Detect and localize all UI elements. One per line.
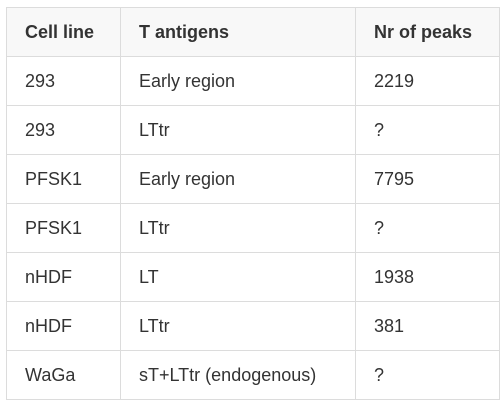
table-row: 293 Early region 2219 [6,56,500,106]
table-body: 293 Early region 2219 293 LTtr? PFSK1 Early re… [6,56,500,400]
header-cell: Cell line [6,7,121,57]
table-cell: 381 [355,301,500,351]
table-cell: 293 [6,56,121,106]
table-cell: 7795 [355,154,500,204]
table-cell: Early region [120,56,356,106]
table-cell: LTtr [120,301,356,351]
table-cell: LT [120,252,356,302]
table-cell: PFSK1 [6,203,121,253]
data-table: Cell line T antigens Nr of peaks 293 Early … [6,7,500,400]
table-cell: nHDF [6,252,121,302]
table-row: nHDF LT 1938 [6,252,500,302]
table-cell: sT+LTtr (endogenous) [120,350,356,400]
table-row: WaGa sT+LTtr (endogenous)? [6,350,500,400]
table-cell: ? [355,203,500,253]
table-row: 293 LTtr? [6,105,500,155]
table-cell: nHDF [6,301,121,351]
table-cell: 1938 [355,252,500,302]
table-cell: WaGa [6,350,121,400]
table-cell: LTtr [120,203,356,253]
table-cell: PFSK1 [6,154,121,204]
table-head: Cell line T antigens Nr of peaks [6,7,500,57]
header-row: Cell line T antigens Nr of peaks [6,7,500,57]
table-cell: ? [355,105,500,155]
table-cell: ? [355,350,500,400]
table-row: PFSK1 LTtr? [6,203,500,253]
table-cell: Early region [120,154,356,204]
table-row: nHDF LTtr 381 [6,301,500,351]
header-cell: T antigens [120,7,356,57]
table-cell: 293 [6,105,121,155]
table-cell: LTtr [120,105,356,155]
header-cell: Nr of peaks [355,7,500,57]
table-cell: 2219 [355,56,500,106]
table-row: PFSK1 Early region 7795 [6,154,500,204]
